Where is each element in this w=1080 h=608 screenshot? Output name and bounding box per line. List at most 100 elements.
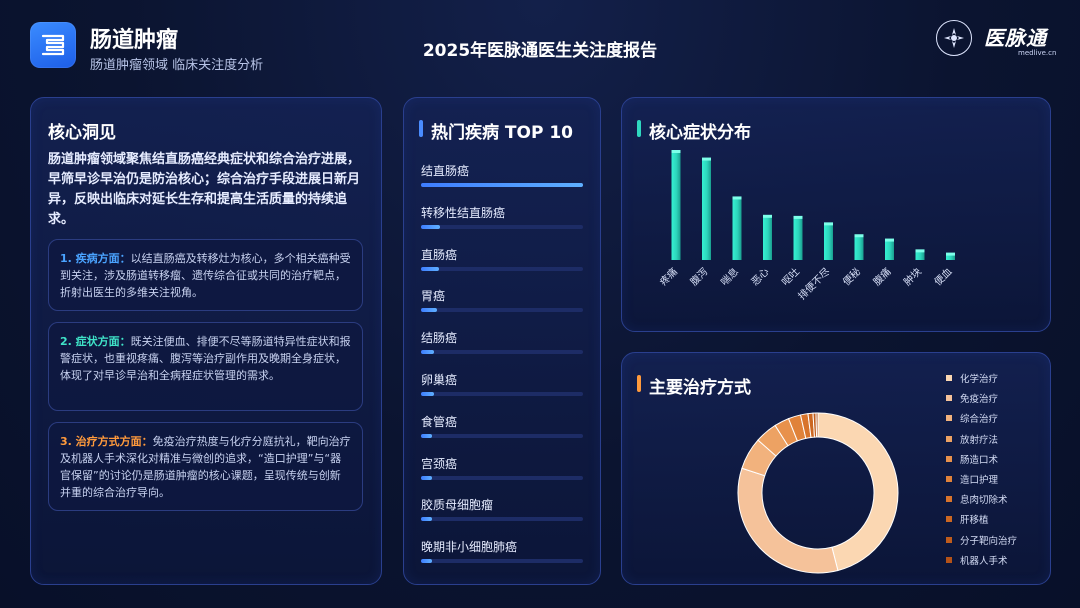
legend-swatch xyxy=(946,455,952,462)
insight-text: 既关注便血、排便不尽等肠道特异性症状和报警症状，也重视疼痛、腹泻等治疗副作用及晚… xyxy=(60,335,351,382)
symptom-bar xyxy=(671,152,681,260)
symptom-bar-cap xyxy=(946,252,955,256)
symptom-label: 呕吐 xyxy=(779,266,802,289)
disease-item: 卵巢癌 xyxy=(421,371,583,396)
symptom-bar xyxy=(915,251,925,260)
disease-item: 直肠癌 xyxy=(421,246,583,271)
symptom-bar xyxy=(885,240,894,260)
insight-disease: 1. 疾病方面：以结直肠癌及转移灶为核心，多个相关癌种受到关注，涉及肠道转移瘤、… xyxy=(48,239,363,311)
symptom-bar xyxy=(763,216,772,260)
legend-label: 免疫治疗 xyxy=(960,394,999,406)
disease-item: 胶质母细胞瘤 xyxy=(421,496,583,522)
top10-title: 热门疾病 TOP 10 xyxy=(431,123,574,143)
symptom-bar-cap xyxy=(915,249,925,253)
donut-slice xyxy=(817,412,899,572)
brand-logo: 医脉通 xyxy=(984,26,1047,50)
symptom-label: 喘息 xyxy=(718,265,741,288)
disease-bar-track xyxy=(421,559,583,564)
symptom-bar-cap xyxy=(732,196,742,200)
disease-bar-fill xyxy=(421,350,434,355)
legend-label: 综合治疗 xyxy=(960,414,999,426)
insight-heading: 1. 疾病方面： xyxy=(60,252,131,265)
insights-title: 核心洞见 xyxy=(48,123,116,143)
disease-name: 结直肠癌 xyxy=(421,164,470,178)
disease-item: 结肠癌 xyxy=(421,329,583,355)
insight-symptom: 2. 症状方面：既关注便血、排便不尽等肠道特异性症状和报警症状，也重视疼痛、腹泻… xyxy=(48,322,363,411)
legend-label: 息肉切除术 xyxy=(960,495,1008,507)
disease-item: 结直肠癌 xyxy=(421,162,583,187)
disease-item: 晚期非小细胞肺癌 xyxy=(421,538,583,564)
legend-swatch xyxy=(946,496,952,503)
disease-bar-track xyxy=(421,308,583,313)
symptom-label: 便秘 xyxy=(840,265,863,288)
legend-swatch xyxy=(946,536,952,543)
brand-url: medlive.cn xyxy=(1018,49,1057,57)
symptom-bar-cap xyxy=(702,157,711,161)
symptom-bar-cap xyxy=(824,222,833,226)
disease-item: 胃癌 xyxy=(421,287,583,313)
disease-name: 宫颈癌 xyxy=(421,456,458,471)
symptoms-title: 核心症状分布 xyxy=(649,123,751,143)
legend-swatch xyxy=(946,475,952,482)
disease-name: 胶质母细胞瘤 xyxy=(421,498,494,513)
report-title: 2025年医脉通医生关注度报告 xyxy=(422,41,658,61)
disease-bar-fill xyxy=(421,433,433,438)
symptom-bar-cap xyxy=(793,215,803,219)
legend-label: 造口护理 xyxy=(960,474,999,486)
insight-heading: 2. 症状方面： xyxy=(60,335,131,348)
disease-bar-fill xyxy=(421,224,441,229)
legend-swatch xyxy=(946,556,952,563)
symptom-bar xyxy=(854,236,864,260)
disease-bar-track xyxy=(421,266,583,271)
disease-bar-track xyxy=(421,475,583,480)
page-subtitle: 肠道肿瘤领域 临床关注度分析 xyxy=(90,58,264,73)
disease-bar-fill xyxy=(421,266,439,271)
legend-label: 放射疗法 xyxy=(960,434,999,446)
insights-summary: 肠道肿瘤领域聚焦结直肠癌经典症状和综合治疗进展，早筛早诊早治仍是防治核心；综合治… xyxy=(48,152,361,227)
symptom-bar-cap xyxy=(671,150,681,153)
disease-name: 卵巢癌 xyxy=(421,373,458,387)
disease-bar-fill xyxy=(421,183,583,187)
legend-swatch xyxy=(946,375,952,381)
disease-item: 食管癌 xyxy=(421,413,583,438)
insight-heading: 3. 治疗方式方面： xyxy=(60,435,153,448)
intestine-icon xyxy=(30,22,76,68)
disease-bar-track xyxy=(421,183,583,187)
legend-swatch xyxy=(946,415,952,422)
legend-label: 分子靶向治疗 xyxy=(960,535,1018,547)
disease-bar-track xyxy=(421,224,583,229)
treatment-donut-chart xyxy=(737,412,899,574)
symptom-label: 排便不尽 xyxy=(795,265,832,302)
insight-text: 以结直肠癌及转移灶为核心，多个相关癌种受到关注，涉及肠道转移瘤、遗传综合征或共同… xyxy=(60,252,351,299)
symptom-label: 便血 xyxy=(931,265,954,288)
disease-bar-track xyxy=(421,433,583,438)
legend-label: 机器人手术 xyxy=(960,555,1008,567)
legend-swatch xyxy=(946,516,952,523)
treatment-panel: 主要治疗方式 化学治疗 免疫治疗 综合治疗 放射疗法 肠造口术 造口护理 息肉切除术 肝移植分… xyxy=(621,352,1051,585)
disease-bar-track xyxy=(421,392,583,396)
symptom-bar xyxy=(824,224,833,260)
symptom-label: 恶心 xyxy=(749,266,772,289)
symptom-label: 肿块 xyxy=(901,265,924,288)
title-accent-bar xyxy=(637,120,641,137)
insights-panel: 核心洞见 肠道肿瘤领域聚焦结直肠癌经典症状和综合治疗进展，早筛早诊早治仍是防治核… xyxy=(30,97,382,585)
donut-slice xyxy=(815,412,819,438)
disease-name: 食管癌 xyxy=(421,414,458,429)
symptom-bar xyxy=(702,159,711,260)
disease-bar-track xyxy=(421,517,583,522)
disease-name: 胃癌 xyxy=(421,289,446,304)
symptom-bar-cap xyxy=(763,214,772,218)
disease-name: 转移性结直肠癌 xyxy=(421,205,506,220)
disease-bar-fill xyxy=(421,308,438,313)
legend-label: 肝移植 xyxy=(960,515,989,527)
title-accent-bar xyxy=(637,375,641,392)
treatment-title: 主要治疗方式 xyxy=(649,378,751,398)
title-accent-bar xyxy=(419,120,423,137)
legend-label: 化学治疗 xyxy=(960,374,999,385)
page-title: 肠道肿瘤 xyxy=(90,28,179,53)
symptoms-panel: 核心症状分布 疼痛 腹泻 喘息 恶心 呕吐 排便不尽 便秘 腹痛 肿块 便血 xyxy=(621,97,1051,332)
insight-text: 免疫治疗热度与化疗分庭抗礼，靶向治疗及机器人手术深化对精准与微创的追求，“造口护… xyxy=(60,435,351,499)
disease-name: 结肠癌 xyxy=(421,331,458,346)
legend-swatch xyxy=(946,395,952,402)
insight-treatment: 3. 治疗方式方面：免疫治疗热度与化疗分庭抗礼，靶向治疗及机器人手术深化对精准与… xyxy=(48,422,363,511)
